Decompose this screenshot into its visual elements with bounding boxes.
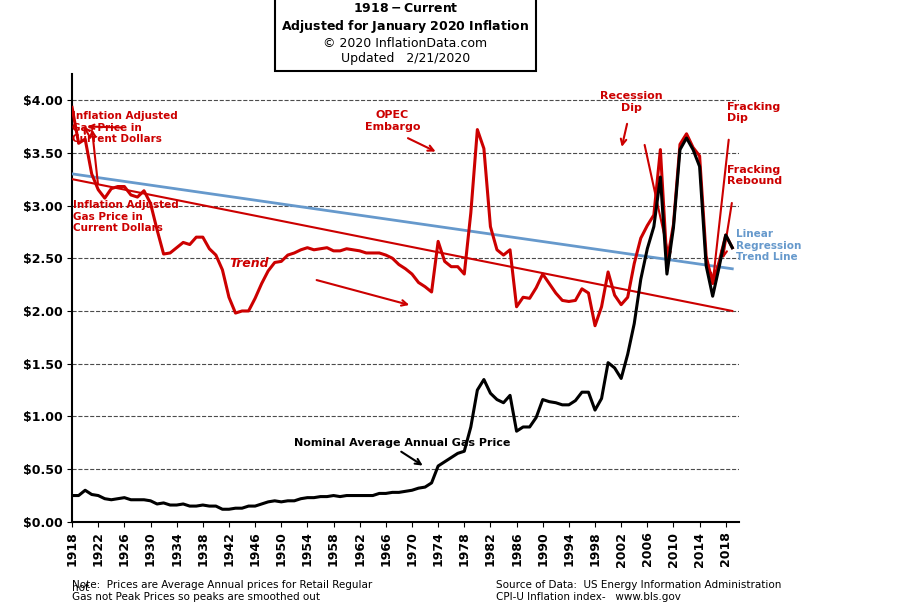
Text: not: not [72,583,89,593]
Text: Fracking
Rebound: Fracking Rebound [727,165,782,187]
Text: Recession
Dip: Recession Dip [600,91,662,112]
Text: Fracking
Dip: Fracking Dip [727,101,780,123]
Text: Inflation Adjusted
Gas Price in
Current Dollars: Inflation Adjusted Gas Price in Current … [72,111,177,144]
Text: OPEC
Embargo: OPEC Embargo [365,110,420,131]
Text: Note:  Prices are Average Annual prices for Retail Regular
Gas not Peak Prices s: Note: Prices are Average Annual prices f… [72,580,372,602]
Text: Source of Data:  US Energy Information Administration
CPI-U Inflation index-   w: Source of Data: US Energy Information Ad… [496,580,781,602]
Text: Inflation Adjusted
Gas Price in
Current Dollars: Inflation Adjusted Gas Price in Current … [73,200,179,233]
Text: Linear
Regression
Trend Line: Linear Regression Trend Line [735,229,801,262]
Text: $\bf{Annual\ Average\ Gasoline\ Prices}$
$\bf{1918 - Current}$
$\bf{Adjusted\ fo: $\bf{Annual\ Average\ Gasoline\ Prices}$… [281,0,530,64]
Text: Nominal Average Annual Gas Price: Nominal Average Annual Gas Price [295,438,511,448]
Text: Trend: Trend [229,257,268,270]
